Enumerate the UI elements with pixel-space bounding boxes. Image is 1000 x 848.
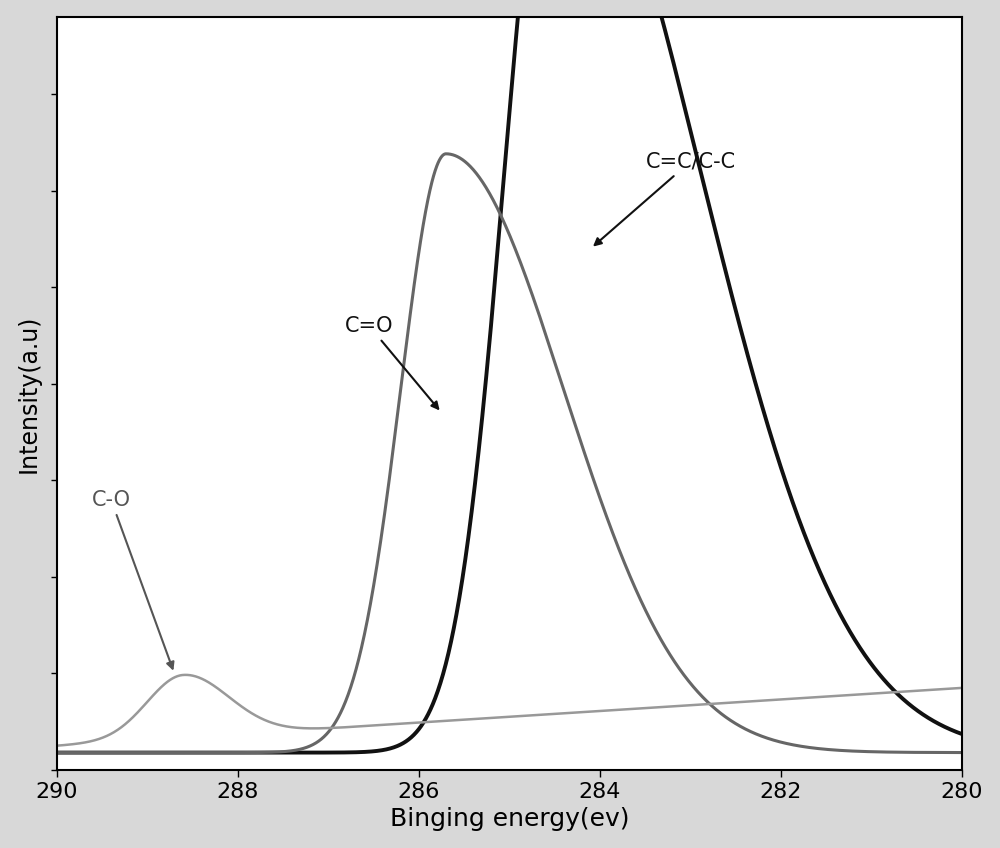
X-axis label: Binging energy(ev): Binging energy(ev) <box>390 807 629 831</box>
Text: C-O: C-O <box>91 489 173 668</box>
Y-axis label: Intensity(a.u): Intensity(a.u) <box>17 314 41 472</box>
Text: C=O: C=O <box>345 315 438 409</box>
Text: C=C/C-C: C=C/C-C <box>595 152 736 245</box>
